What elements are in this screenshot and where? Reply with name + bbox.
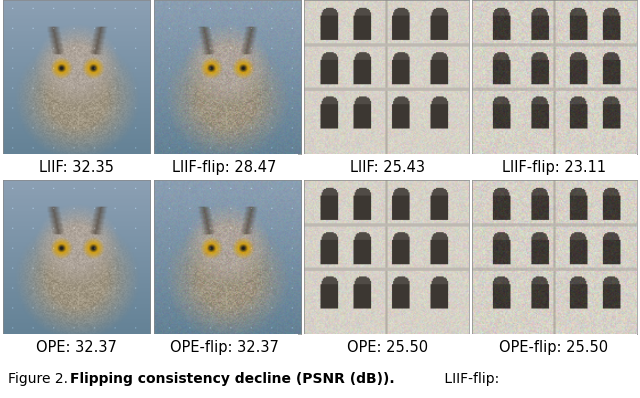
Text: OPE: 32.37: OPE: 32.37 xyxy=(36,340,117,355)
Text: OPE-flip: 32.37: OPE-flip: 32.37 xyxy=(170,340,278,355)
Text: Flipping consistency decline (PSNR (dB)).: Flipping consistency decline (PSNR (dB))… xyxy=(70,372,395,386)
Text: LIIF: 25.43: LIIF: 25.43 xyxy=(349,160,425,175)
Text: LIIF-flip: 28.47: LIIF-flip: 28.47 xyxy=(172,160,276,175)
Text: LIIF-flip:: LIIF-flip: xyxy=(440,372,499,386)
Text: OPE: 25.50: OPE: 25.50 xyxy=(347,340,428,355)
Text: LIIF-flip: 23.11: LIIF-flip: 23.11 xyxy=(502,160,605,175)
Text: Figure 2.: Figure 2. xyxy=(8,372,77,386)
Text: LIIF: 32.35: LIIF: 32.35 xyxy=(40,160,114,175)
Text: OPE-flip: 25.50: OPE-flip: 25.50 xyxy=(499,340,608,355)
